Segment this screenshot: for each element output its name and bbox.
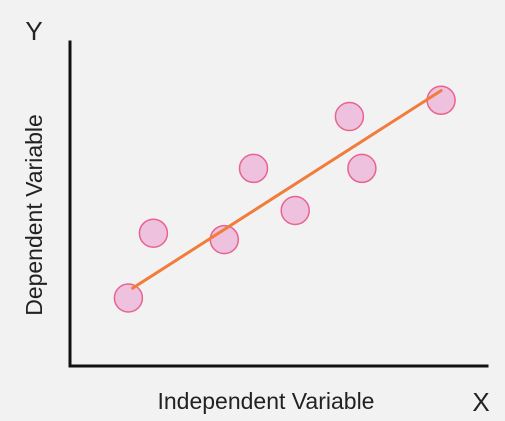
data-point-7 [347,153,377,184]
trend-line [131,89,443,290]
data-point-2 [138,218,169,248]
plot-area [113,85,456,313]
data-point-1 [113,283,144,313]
x-axis-letter: X [472,387,489,417]
data-point-5 [280,195,310,226]
data-point-4 [238,153,269,184]
data-point-6 [334,101,365,132]
y-axis-letter: Y [25,16,42,46]
y-axis-title: Dependent Variable [21,114,47,316]
x-axis-title: Independent Variable [158,388,375,414]
